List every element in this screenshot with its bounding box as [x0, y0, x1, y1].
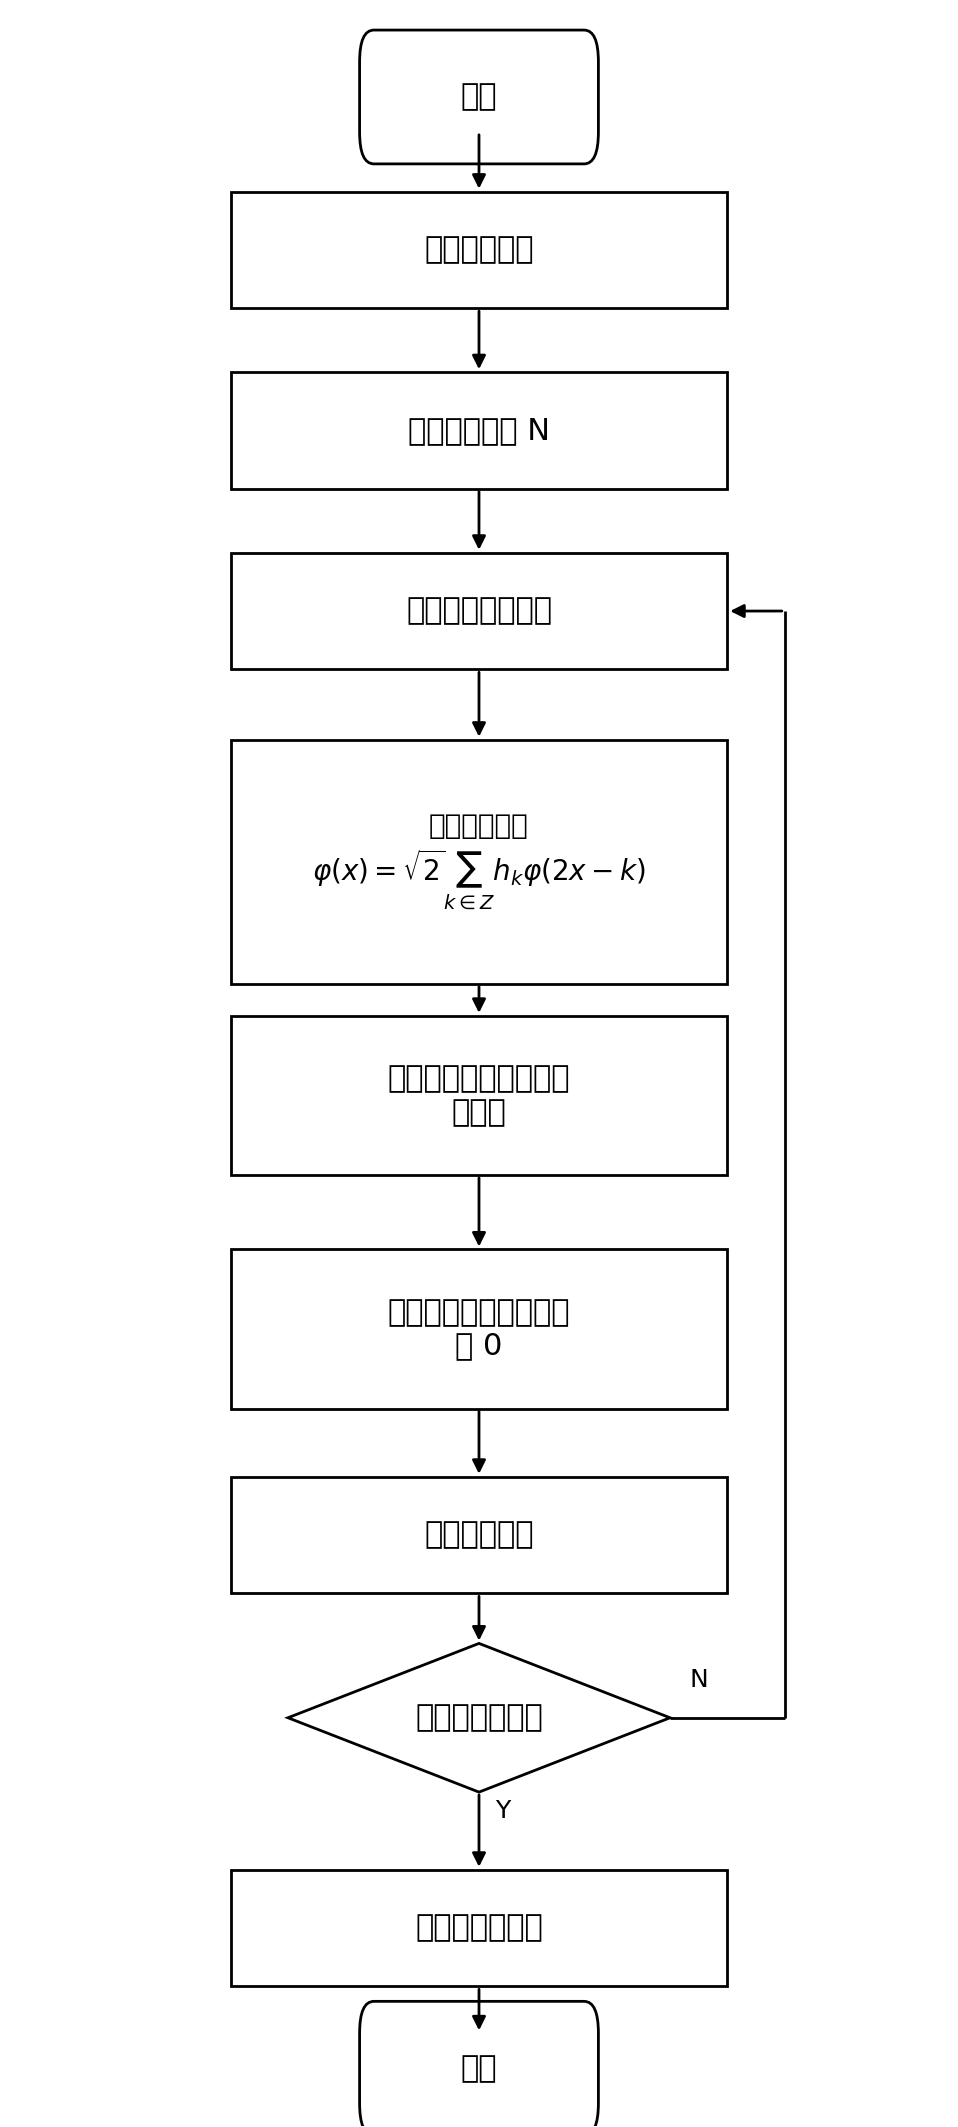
FancyBboxPatch shape	[359, 30, 599, 164]
Text: 结束: 结束	[461, 2055, 497, 2082]
Text: 数据运算及处理: 数据运算及处理	[415, 1914, 543, 1942]
FancyBboxPatch shape	[231, 1017, 727, 1174]
Text: 构造尺度函数
$\varphi(x)=\sqrt{2}\sum_{k\in Z}h_k\varphi(2x-k)$: 构造尺度函数 $\varphi(x)=\sqrt{2}\sum_{k\in Z}…	[312, 813, 646, 910]
Text: 原始信号采集: 原始信号采集	[424, 236, 534, 264]
Text: N: N	[690, 1668, 708, 1693]
Text: 小波阈值函数选取: 小波阈值函数选取	[406, 596, 552, 625]
FancyBboxPatch shape	[231, 372, 727, 489]
FancyBboxPatch shape	[359, 2002, 599, 2127]
Text: 有用信号重构: 有用信号重构	[424, 1521, 534, 1551]
FancyBboxPatch shape	[231, 1249, 727, 1408]
FancyBboxPatch shape	[231, 740, 727, 985]
Polygon shape	[288, 1644, 670, 1793]
Text: 是否处理结束？: 是否处理结束？	[415, 1704, 543, 1731]
FancyBboxPatch shape	[231, 1870, 727, 1987]
FancyBboxPatch shape	[231, 553, 727, 670]
Text: Y: Y	[495, 1799, 511, 1823]
Text: 确定分解层数 N: 确定分解层数 N	[408, 417, 550, 445]
Text: 设置要滤除的高频系数
为 0: 设置要滤除的高频系数 为 0	[388, 1297, 570, 1361]
Text: 开始: 开始	[461, 83, 497, 111]
Text: 对信号按照尺度函数进
行分解: 对信号按照尺度函数进 行分解	[388, 1064, 570, 1127]
FancyBboxPatch shape	[231, 1476, 727, 1593]
FancyBboxPatch shape	[231, 191, 727, 308]
